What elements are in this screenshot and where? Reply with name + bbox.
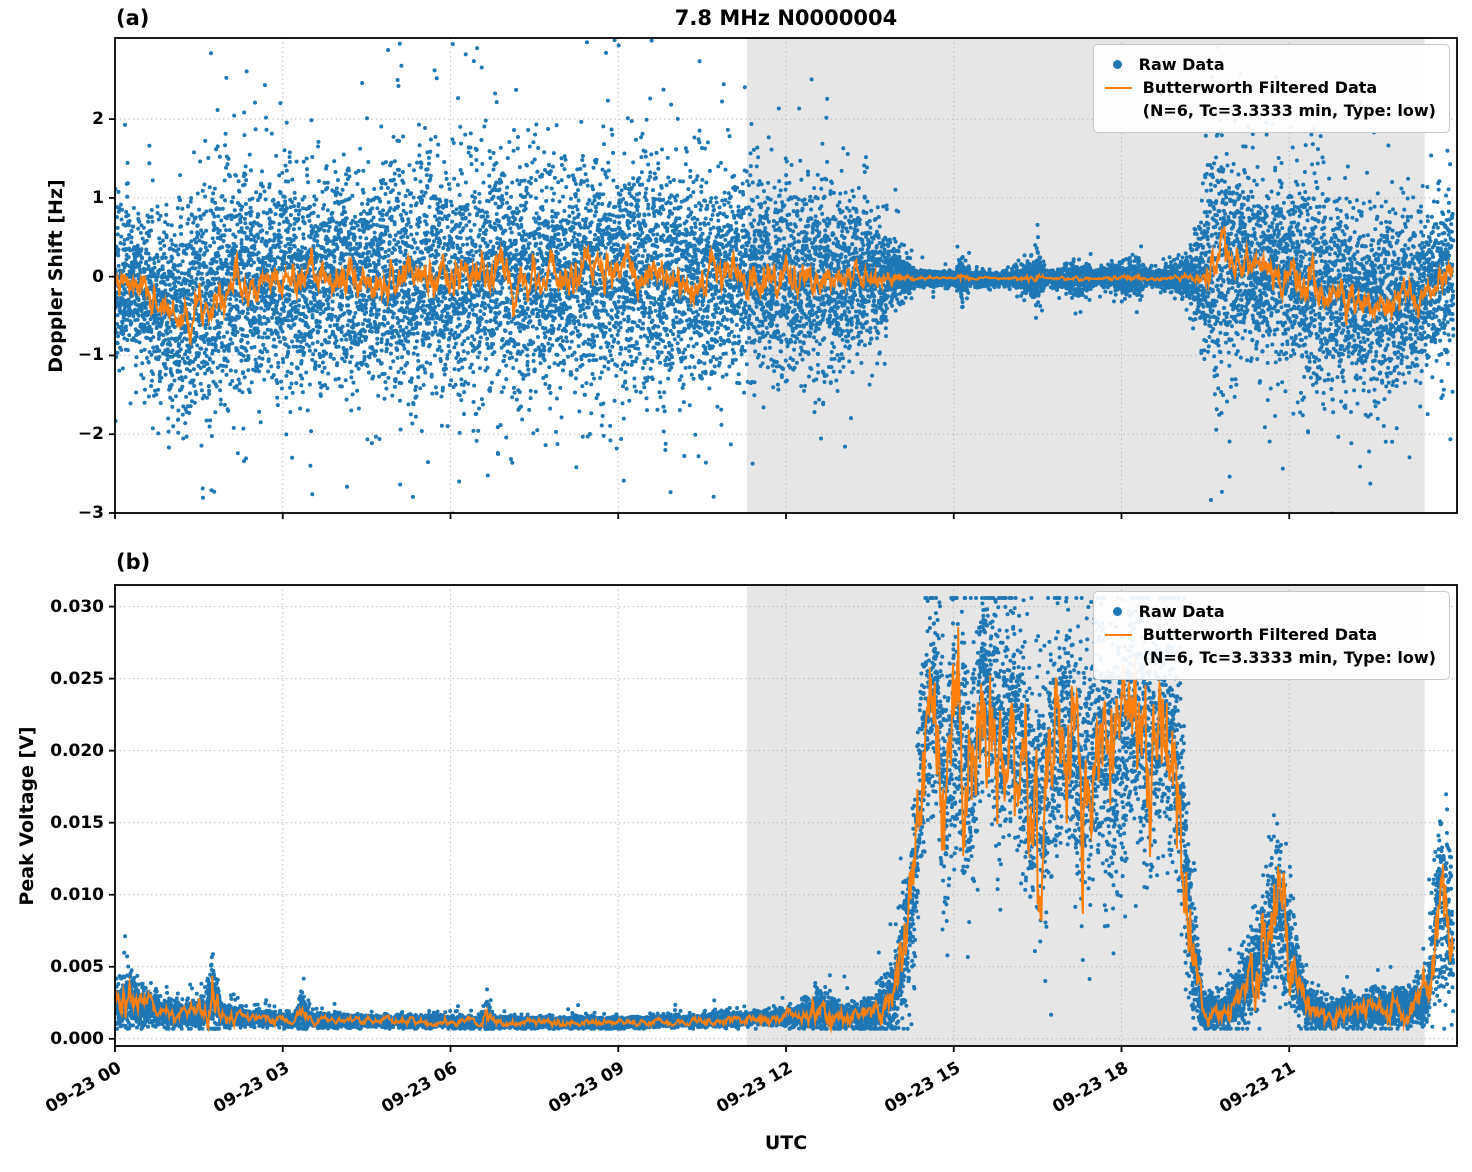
line-marker-icon [1104,633,1132,636]
legend-filtered-entry: Butterworth Filtered Data [1104,623,1436,646]
y-tick-label: 0.010 [50,884,104,905]
y-tick-label: 0.025 [50,668,104,689]
legend-filtered-sublabel: (N=6, Tc=3.3333 min, Type: low) [1142,648,1436,668]
y-tick-label: −2 [77,424,104,445]
chart-title: 7.8 MHz N0000004 [674,6,898,30]
legend-panel-b: Raw Data Butterworth Filtered Data (N=6,… [1092,591,1450,680]
y-tick-label: −1 [77,345,104,366]
scatter-marker-icon [1112,60,1122,70]
line-marker-icon [1104,86,1132,89]
scatter-marker-icon [1112,607,1122,617]
panel-b-label: (b) [116,550,151,574]
panel-a-label: (a) [116,6,150,30]
x-axis-label: UTC [764,1132,808,1154]
legend-raw-label: Raw Data [1138,602,1225,621]
y-tick-label: 1 [92,187,104,208]
y-tick-label: 0.005 [50,956,104,977]
y-tick-label: 0 [92,266,104,287]
legend-raw-entry: Raw Data [1105,600,1436,623]
y-tick-label: 2 [92,109,104,130]
legend-filtered-entry: Butterworth Filtered Data [1104,76,1436,99]
y-tick-label: 0.020 [50,740,104,761]
legend-raw-entry: Raw Data [1105,53,1436,76]
legend-filtered-label: Butterworth Filtered Data [1142,625,1378,645]
legend-panel-a: Raw Data Butterworth Filtered Data (N=6,… [1092,44,1450,133]
legend-filtered-sublabel: (N=6, Tc=3.3333 min, Type: low) [1142,101,1436,121]
y-tick-label: 0.015 [50,812,104,833]
y-tick-label: 0.030 [50,596,104,617]
legend-filtered-label: Butterworth Filtered Data [1142,78,1378,98]
y-tick-label: 0.000 [50,1028,104,1049]
y-tick-label: −3 [77,503,104,523]
legend-raw-label: Raw Data [1138,55,1225,74]
